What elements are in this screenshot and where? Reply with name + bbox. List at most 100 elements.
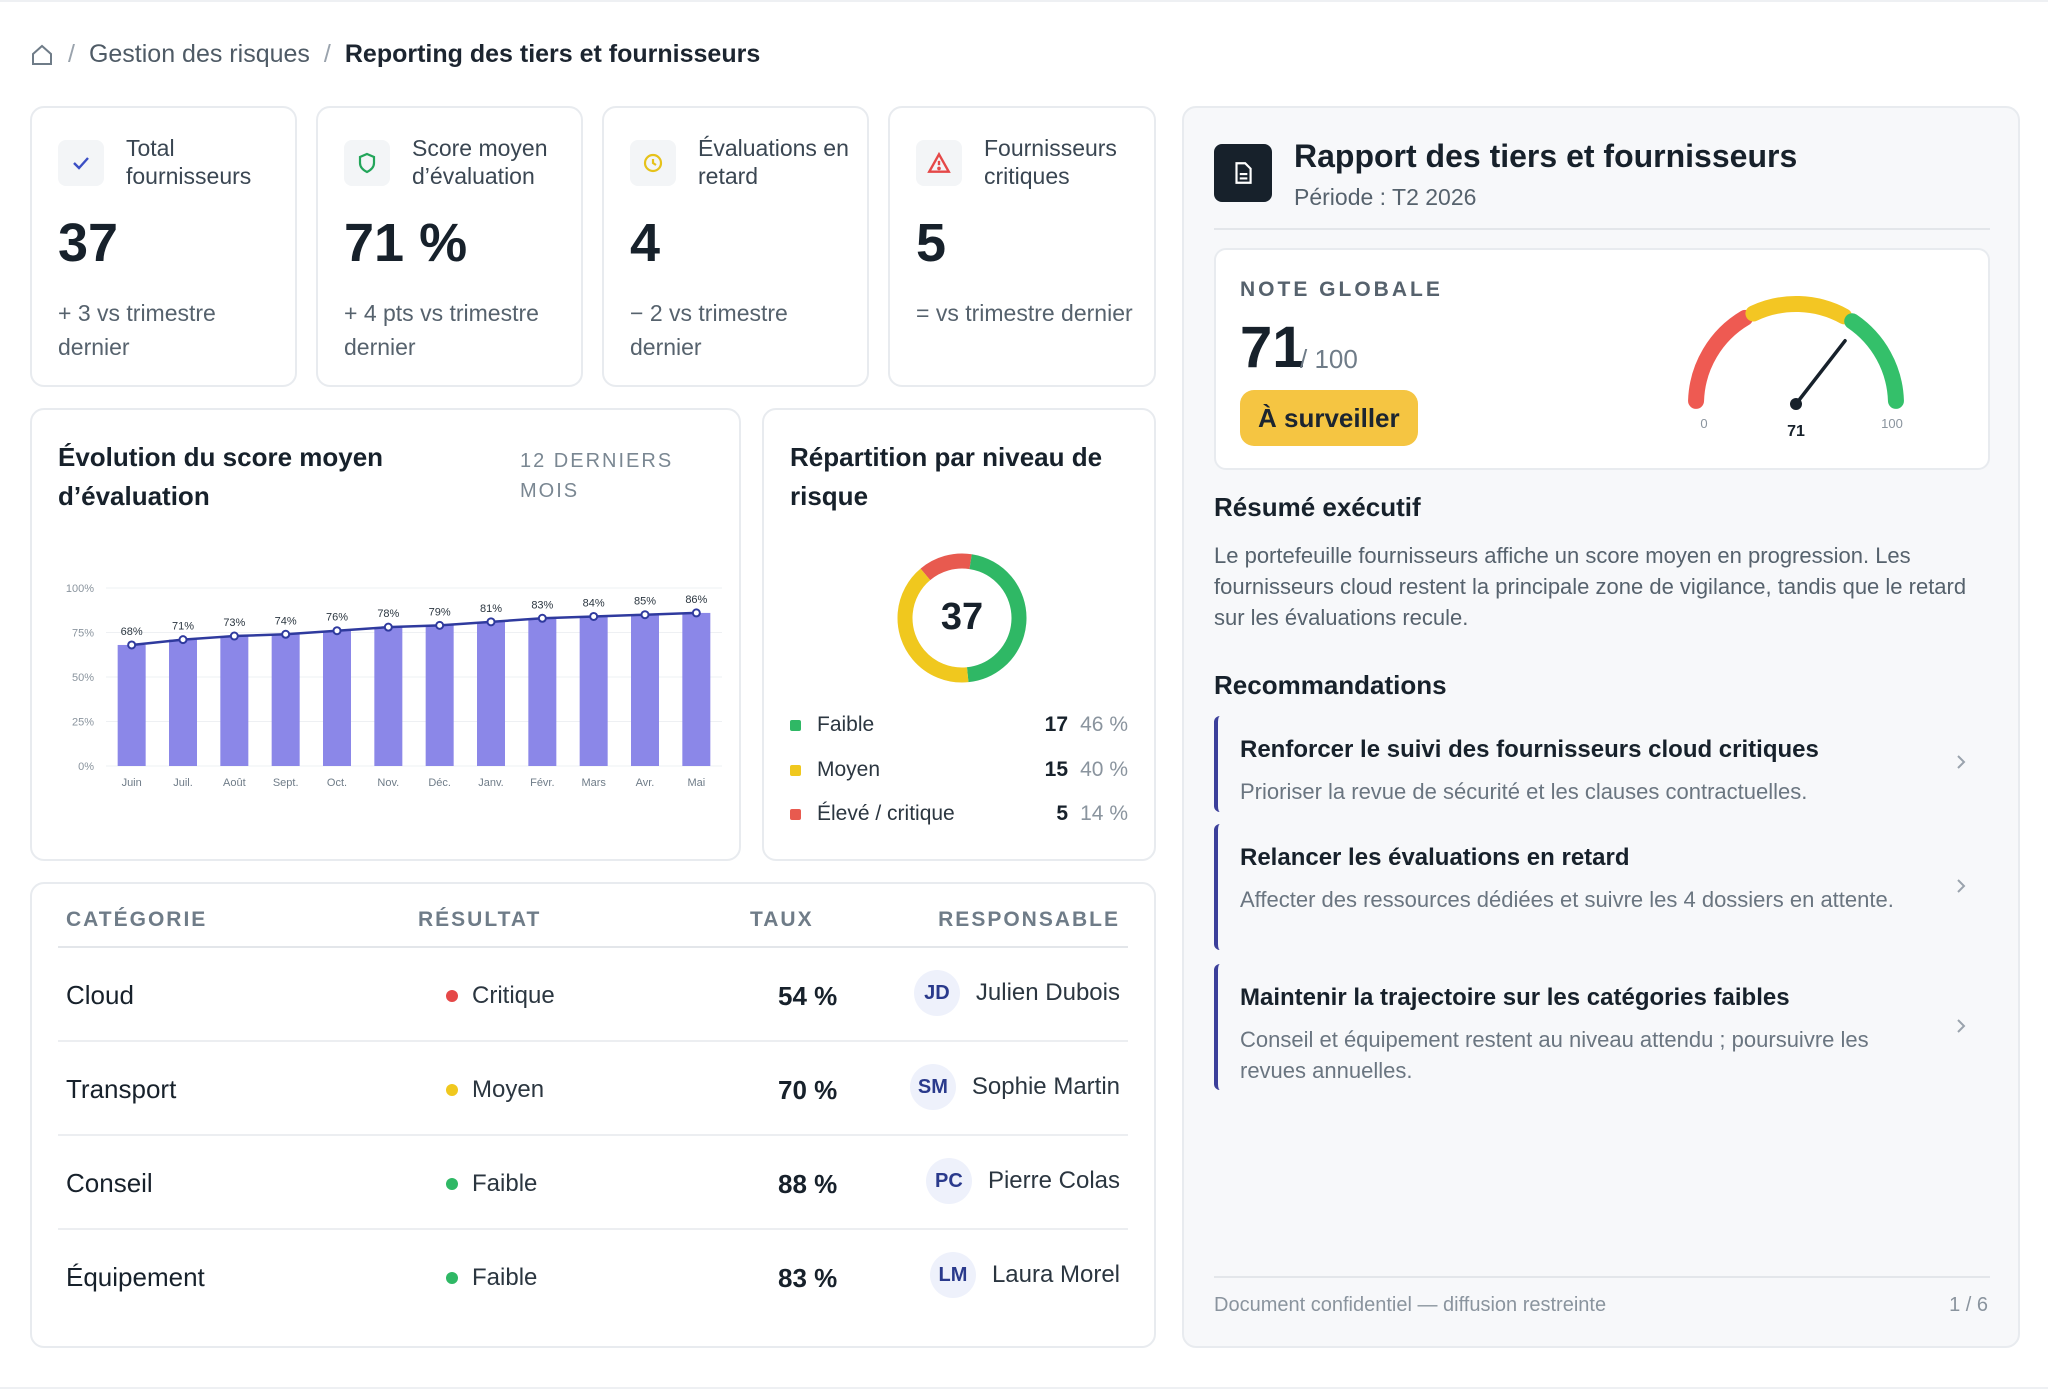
- cell-category: Équipement: [66, 1262, 205, 1292]
- data-point[interactable]: [127, 640, 137, 650]
- owner-name: Pierre Colas: [987, 1167, 1120, 1194]
- result-label: Critique: [472, 982, 555, 1009]
- status-dot: [446, 1084, 458, 1096]
- bar[interactable]: [579, 616, 608, 766]
- confidentiality-note: Document confidentiel — diffusion restre…: [1214, 1294, 1607, 1316]
- data-point[interactable]: [281, 629, 291, 639]
- kpi-label: Fournisseurs critiques: [984, 135, 1117, 189]
- breadcrumb-parent[interactable]: Gestion des risques: [88, 40, 310, 68]
- status-dot: [446, 1178, 458, 1190]
- warning-icon: [916, 140, 962, 186]
- data-label: 74%: [275, 615, 297, 627]
- recommendation-desc: Prioriser la revue de sécurité et les cl…: [1240, 779, 1808, 804]
- cell-category: Cloud: [66, 980, 134, 1010]
- cell-owner: JD Julien Dubois: [913, 970, 1120, 1016]
- legend-swatch: [790, 764, 801, 776]
- x-tick-label: Févr.: [530, 777, 554, 789]
- bar[interactable]: [682, 612, 711, 766]
- y-tick-label: 75%: [72, 628, 94, 640]
- kpi-card-critical-suppliers: Fournisseurs critiques 5 = vs trimestre …: [888, 106, 1156, 387]
- kpi-label: Évaluations en retard: [698, 135, 849, 189]
- cell-owner: LM Laura Morel: [929, 1252, 1120, 1298]
- score-label: NOTE GLOBALE: [1240, 278, 1443, 301]
- avatar: JD: [913, 970, 960, 1016]
- column-header-result[interactable]: RÉSULTAT: [418, 908, 542, 931]
- bar[interactable]: [323, 630, 351, 766]
- home-icon[interactable]: [30, 43, 54, 67]
- kpi-value: 4: [630, 213, 661, 273]
- bar[interactable]: [220, 636, 249, 766]
- kpi-value: 37: [58, 213, 119, 273]
- chart-period: 12 DERNIERS MOIS: [520, 450, 674, 502]
- kpi-delta: = vs trimestre dernier: [916, 300, 1133, 326]
- recommendation-item[interactable]: Relancer les évaluations en retard Affec…: [1214, 824, 1990, 950]
- data-point[interactable]: [537, 613, 547, 623]
- kpi-delta: + 3 vs trimestre dernier: [58, 300, 216, 360]
- clock-icon: [630, 140, 676, 186]
- table-row[interactable]: Conseil Faible 88 % PC Pierre Colas: [58, 1136, 1128, 1230]
- recommendation-item[interactable]: Maintenir la trajectoire sur les catégor…: [1214, 964, 1990, 1090]
- legend-percent: 14 %: [1080, 802, 1128, 825]
- result-label: Moyen: [472, 1076, 545, 1103]
- risk-distribution-card: Répartition par niveau de risque 37 Faib…: [762, 408, 1156, 861]
- page-indicator: 1 / 6: [1949, 1294, 1988, 1316]
- legend-row-low: Faible 17 46 %: [790, 710, 1128, 740]
- table-header-divider: [58, 946, 1128, 948]
- avatar: SM: [909, 1064, 956, 1110]
- data-point[interactable]: [640, 610, 650, 620]
- data-point[interactable]: [383, 622, 393, 632]
- bar[interactable]: [425, 625, 454, 766]
- bar[interactable]: [271, 634, 300, 766]
- status-dot: [446, 990, 458, 1002]
- table-row[interactable]: Équipement Faible 83 % LM Laura Morel: [58, 1230, 1128, 1324]
- x-tick-label: Sept.: [273, 777, 299, 789]
- table-row[interactable]: Transport Moyen 70 % SM Sophie Martin: [58, 1042, 1128, 1136]
- bar[interactable]: [477, 621, 505, 766]
- data-point[interactable]: [229, 631, 239, 641]
- column-header-owner[interactable]: RESPONSABLE: [938, 908, 1120, 931]
- x-tick-label: Mars: [581, 777, 606, 789]
- table-row[interactable]: Cloud Critique 54 % JD Julien Dubois: [58, 948, 1128, 1042]
- distribution-title: Répartition par niveau de risque: [790, 442, 1103, 511]
- data-point[interactable]: [435, 620, 445, 630]
- breadcrumb-separator: /: [323, 40, 331, 68]
- x-tick-label: Oct.: [327, 777, 347, 789]
- bar[interactable]: [117, 644, 146, 766]
- legend-count: 17: [1044, 713, 1068, 736]
- global-score-box: NOTE GLOBALE 71 / 100 À surveiller 0 100 7…: [1214, 248, 1990, 470]
- recommendation-desc: Affecter des ressources dédiées et suivr…: [1240, 887, 1894, 912]
- donut-slice[interactable]: [892, 548, 1032, 688]
- y-tick-label: 0%: [78, 761, 94, 773]
- bar[interactable]: [528, 618, 557, 766]
- data-point[interactable]: [691, 608, 701, 618]
- y-tick-label: 50%: [72, 672, 94, 684]
- risk-donut-chart: [892, 548, 1032, 688]
- data-point[interactable]: [178, 635, 188, 645]
- kpi-delta: − 2 vs trimestre dernier: [630, 300, 788, 360]
- legend-row-high: Élevé / critique 5 14 %: [790, 799, 1128, 829]
- trend-line: [131, 611, 697, 647]
- data-point[interactable]: [332, 626, 342, 636]
- column-header-rate[interactable]: TAUX: [750, 908, 814, 931]
- avatar: LM: [929, 1252, 976, 1298]
- recommendation-item[interactable]: Renforcer le suivi des fournisseurs clou…: [1214, 716, 1990, 812]
- bar[interactable]: [374, 627, 403, 766]
- donut-slice[interactable]: [892, 548, 1032, 688]
- legend-percent: 46 %: [1080, 713, 1128, 736]
- cell-result: Faible: [446, 1264, 537, 1292]
- gauge-segment: [1844, 313, 1904, 409]
- data-point[interactable]: [589, 611, 599, 621]
- bar[interactable]: [631, 614, 659, 766]
- breadcrumb-separator: /: [68, 40, 75, 68]
- x-tick-label: Juin: [122, 777, 142, 789]
- chevron-right-icon: [1954, 1016, 1968, 1041]
- kpi-value: 5: [916, 213, 947, 273]
- report-divider: [1214, 228, 1990, 230]
- x-tick-label: Janv.: [478, 777, 503, 789]
- evolution-chart-card: Évolution du score moyen d’évaluation 12…: [30, 408, 741, 861]
- column-header-category[interactable]: CATÉGORIE: [66, 908, 208, 931]
- data-point[interactable]: [486, 617, 496, 627]
- chevron-right-icon: [1954, 876, 1968, 901]
- bar[interactable]: [169, 639, 197, 766]
- owner-name: Laura Morel: [991, 1261, 1120, 1288]
